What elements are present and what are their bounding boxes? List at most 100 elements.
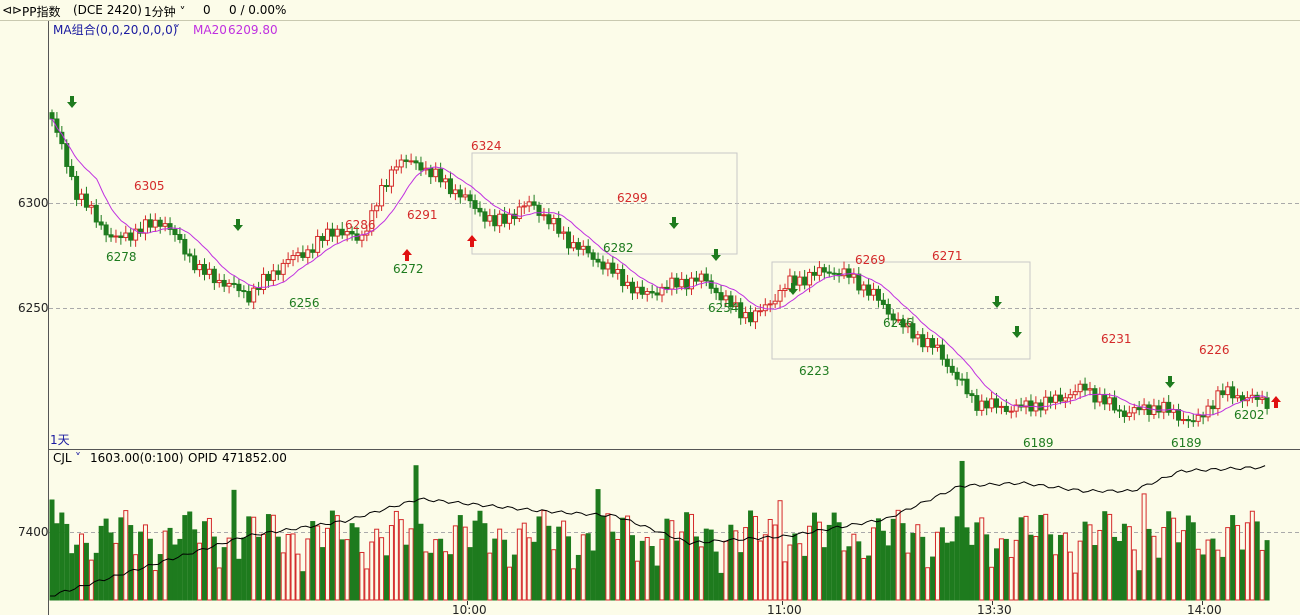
volume-bar [315,525,321,601]
volume-bar [354,527,360,601]
candle-body [69,165,75,177]
volume-bar [1235,525,1241,601]
volume-bar [516,528,522,601]
candle-body [98,221,104,226]
volume-bar [674,540,680,601]
ma-indicator-name[interactable]: MA组合(0,0,20,0,0,0) [53,22,177,37]
back-arrow-icon[interactable]: ⊲⊳ [2,3,23,17]
arrow-down-icon [669,217,679,229]
volume-bar [1200,554,1206,601]
volume-bar [295,553,301,601]
volume-bar [477,510,483,601]
candle-body [605,262,611,270]
candle-body [915,334,921,339]
candle-body [329,228,335,237]
candle-body [398,159,404,168]
volume-bar [172,544,178,601]
candle-body [934,344,940,348]
volume-bar [300,571,306,601]
volume-bar [723,540,729,601]
candle-body [679,278,685,288]
chart-area[interactable]: 6300 6250 7400 MA组合(0,0,20,0,0,0) ˅ MA20… [0,21,1300,615]
chevron-down-icon[interactable]: ˅ [174,23,180,37]
candle-body [536,204,542,216]
candle-body [925,338,931,348]
volume-bar [1180,530,1186,601]
volume-bar [679,531,685,601]
symbol-name[interactable]: PP指数 [22,5,61,19]
volume-bar [1082,521,1088,601]
volume-bar [305,538,311,601]
candle-body [447,178,453,195]
volume-bar [949,541,955,601]
candle-body [497,213,503,227]
candle-body [1235,395,1241,399]
candle-body [723,295,729,301]
volume-bar [1259,549,1265,601]
candle-body [890,313,896,321]
x-tick-label: 11:00 [767,603,802,615]
candle-body [403,159,409,162]
candle-body [748,312,754,323]
selection-box[interactable] [471,152,738,255]
candle-body [998,405,1004,408]
volume-bar [698,546,704,601]
volume-indicator-name[interactable]: CJL [53,451,72,465]
low-label: 6246 [883,316,914,330]
volume-bar [703,528,709,601]
candle-body [83,193,89,208]
volume-bar [905,552,911,601]
volume-bar [1087,524,1093,601]
volume-bar [590,550,596,601]
candle-body [880,299,886,305]
low-label: 6254 [708,301,739,315]
high-label: 6286 [345,218,376,232]
arrow-up-icon [467,235,477,247]
volume-bar [1107,513,1113,601]
volume-bar [826,524,832,601]
volume-bar [615,538,621,601]
candle-body [1190,420,1196,423]
volume-bar [79,533,85,601]
candle-body [757,310,763,313]
candle-body [388,169,394,187]
volume-bar [802,555,808,601]
price-change: 0 / 0.00% [229,3,287,17]
volume-bar [561,520,567,601]
volume-bar [344,539,350,601]
candle-body [1062,397,1068,402]
period-label[interactable]: 1天 [50,433,70,447]
candle-body [797,276,803,286]
volume-bar [388,525,394,601]
volume-bar [211,536,217,601]
arrow-down-icon [67,96,77,108]
volume-bar [1023,515,1029,601]
volume-bar [152,570,158,601]
volume-bar [998,538,1004,601]
volume-bar [551,549,557,601]
low-label: 6202 [1234,408,1265,422]
volume-bar [1033,535,1039,601]
period-selector[interactable]: 1分钟 ˅ [144,3,185,20]
chevron-down-icon[interactable]: ˅ [175,5,186,19]
candle-body [492,215,498,227]
volume-bar [1038,514,1044,601]
candle-body [821,267,827,273]
candle-body [590,252,596,260]
candle-body [772,300,778,305]
selection-box[interactable] [771,261,1031,360]
volume-bar [433,539,439,601]
candle-body [1259,397,1265,400]
volume-bar [570,568,576,601]
candle-body [216,279,222,284]
candle-body [1067,394,1073,399]
candle-body [118,235,124,239]
candle-body [551,217,557,225]
candle-body [1131,407,1137,414]
candle-body [969,393,975,397]
candle-body [1097,393,1103,403]
chevron-down-icon[interactable]: ˅ [75,451,81,465]
volume-bar [812,512,817,601]
candle-body [457,189,463,198]
volume-bar [974,522,980,601]
